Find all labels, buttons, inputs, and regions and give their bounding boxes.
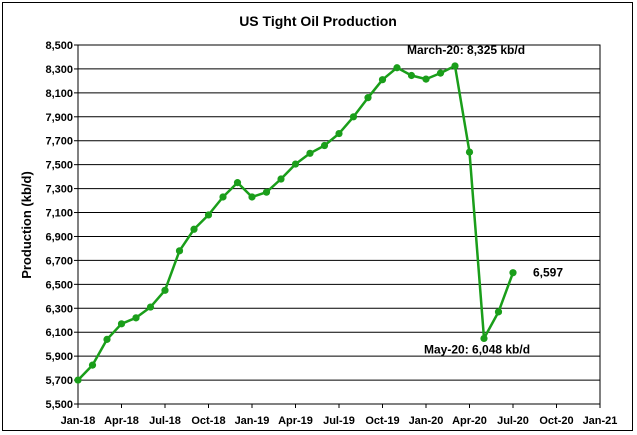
data-point — [393, 64, 401, 72]
x-tick-label: Jan-19 — [235, 415, 270, 427]
data-point — [262, 188, 271, 196]
y-tick-label: 5,900 — [45, 351, 73, 363]
chart-frame — [2, 2, 633, 431]
annotation-label: March-20: 8,325 kb/d — [407, 43, 525, 57]
x-tick-label: Jul-18 — [149, 415, 181, 427]
series-line — [77, 64, 515, 381]
data-point — [480, 334, 488, 343]
series-layer — [74, 62, 517, 384]
y-tick-label: 7,500 — [45, 160, 73, 172]
data-point — [161, 286, 169, 294]
data-point — [117, 320, 126, 328]
data-point — [451, 62, 459, 70]
data-point — [291, 160, 300, 168]
data-point — [494, 308, 503, 316]
data-point — [378, 76, 387, 84]
x-tick-label: Jan-18 — [61, 415, 96, 427]
x-tick-label: Oct-20 — [539, 415, 573, 427]
y-tick-label: 7,900 — [45, 112, 73, 124]
y-tick-label: 6,300 — [45, 303, 73, 315]
data-point — [407, 71, 416, 80]
data-point — [74, 376, 82, 384]
y-tick-label: 8,500 — [45, 40, 73, 52]
x-tick-label: Oct-18 — [191, 415, 225, 427]
y-tick-label: 6,900 — [45, 231, 73, 243]
data-point — [146, 303, 155, 311]
chart-title: US Tight Oil Production — [239, 13, 397, 29]
data-point — [277, 175, 285, 183]
x-tick-label: Oct-19 — [365, 415, 399, 427]
data-point — [88, 361, 97, 369]
x-axis-ticks: Jan-18 Apr-18 Jul-18 Oct-18 Jan-19 Apr-19 Jul-… — [61, 404, 618, 427]
data-point — [190, 225, 198, 233]
data-point — [436, 69, 445, 77]
annotation-label: May-20: 6,048 kb/d — [424, 342, 530, 356]
x-tick-label: Apr-19 — [278, 415, 313, 427]
annotations: March-20: 8,325 kb/d May-20: 6,048 kb/d 6,… — [407, 43, 563, 356]
y-tick-label: 6,100 — [45, 327, 73, 339]
x-tick-label: Apr-20 — [452, 415, 487, 427]
data-point — [509, 269, 517, 277]
data-point — [349, 113, 358, 121]
x-tick-label: Jan-21 — [583, 415, 618, 427]
data-point — [465, 148, 474, 156]
data-point — [306, 149, 314, 157]
y-tick-label: 6,500 — [45, 279, 73, 291]
data-point — [364, 94, 372, 102]
data-point — [103, 335, 111, 343]
x-tick-label: Jul-20 — [497, 415, 529, 427]
data-point — [335, 129, 343, 138]
annotation-label: 6,597 — [533, 266, 563, 280]
data-point — [204, 211, 213, 219]
x-tick-label: Apr-18 — [104, 415, 139, 427]
y-tick-label: 7,700 — [45, 136, 73, 148]
data-point — [248, 193, 256, 201]
y-tick-label: 7,100 — [45, 208, 73, 220]
y-tick-label: 5,700 — [45, 375, 73, 387]
y-tick-label: 8,300 — [45, 64, 73, 76]
data-point — [233, 179, 242, 187]
data-point — [175, 247, 184, 255]
data-point — [132, 314, 140, 322]
data-point — [219, 193, 227, 201]
x-tick-label: Jul-19 — [323, 415, 355, 427]
y-tick-label: 7,300 — [45, 184, 73, 196]
y-tick-label: 5,500 — [45, 399, 73, 411]
y-tick-label: 8,100 — [45, 88, 73, 100]
data-point — [320, 141, 329, 150]
y-tick-label: 6,700 — [45, 255, 73, 267]
y-axis-title: Production (kb/d) — [19, 171, 34, 279]
y-axis-ticks: 5,500 5,700 5,900 6,100 6,300 6,500 6,700 6,900… — [45, 40, 78, 411]
x-tick-label: Jan-20 — [409, 415, 444, 427]
data-point — [422, 75, 430, 83]
